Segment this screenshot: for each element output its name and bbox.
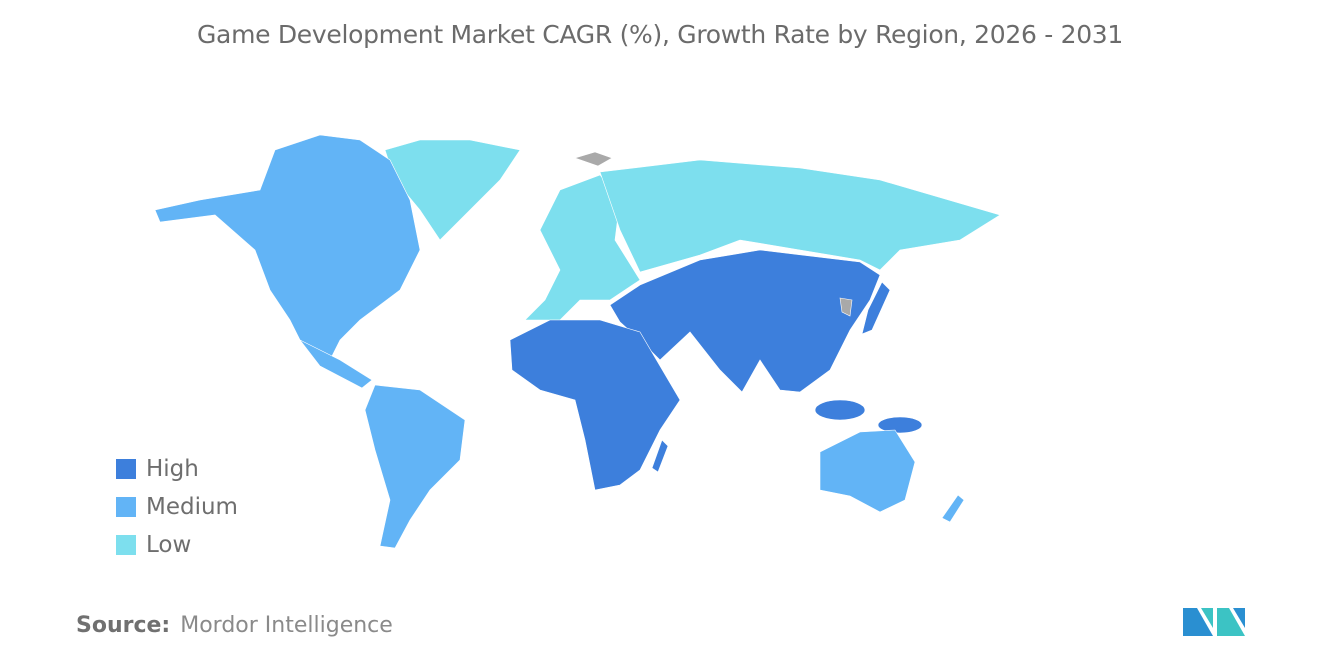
legend-item-high: High: [116, 450, 238, 488]
region-korea: [839, 297, 853, 317]
region-africa: [509, 319, 681, 491]
legend-item-medium: Medium: [116, 488, 238, 526]
legend: High Medium Low: [116, 450, 238, 564]
region-australia: [819, 429, 916, 513]
source-note: Source: Mordor Intelligence: [76, 613, 393, 638]
region-madagascar: [651, 439, 669, 473]
region-japan: [861, 281, 891, 335]
source-label: Source:: [76, 613, 171, 638]
region-new-guinea: [877, 416, 923, 434]
region-north-america: [154, 134, 421, 361]
region-svalbard: [574, 151, 613, 167]
region-new-zealand: [941, 494, 965, 523]
region-russia: [599, 159, 1001, 273]
legend-label: High: [146, 456, 199, 482]
region-south-america: [364, 384, 466, 549]
legend-item-low: Low: [116, 526, 238, 564]
region-asia: [609, 249, 881, 393]
source-value: Mordor Intelligence: [180, 613, 393, 638]
region-central-america: [299, 339, 373, 389]
mordor-logo: [1183, 608, 1245, 636]
region-se-asia-islands: [814, 399, 866, 421]
legend-swatch: [116, 459, 136, 479]
chart-title: Game Development Market CAGR (%), Growth…: [196, 20, 1124, 49]
legend-label: Medium: [146, 494, 238, 520]
legend-swatch: [116, 497, 136, 517]
legend-swatch: [116, 535, 136, 555]
legend-label: Low: [146, 532, 192, 558]
